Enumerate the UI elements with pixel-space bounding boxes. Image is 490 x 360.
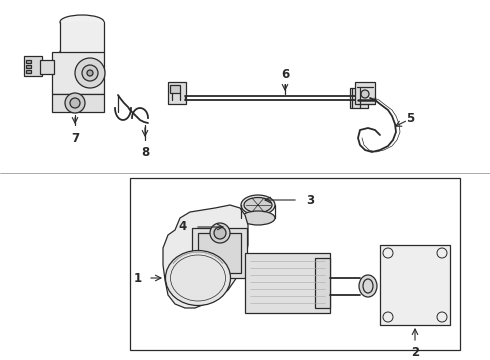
- Bar: [60, 22, 104, 52]
- Bar: [40, 60, 54, 74]
- Bar: [24, 56, 42, 76]
- Circle shape: [361, 90, 369, 98]
- Circle shape: [70, 98, 80, 108]
- Circle shape: [214, 227, 226, 239]
- Bar: [26, 65, 31, 68]
- Bar: [198, 233, 241, 273]
- Bar: [170, 85, 180, 93]
- Ellipse shape: [244, 198, 272, 212]
- Ellipse shape: [60, 45, 104, 59]
- Bar: [52, 52, 104, 94]
- Polygon shape: [163, 205, 248, 308]
- Text: 3: 3: [306, 194, 314, 207]
- Bar: [355, 82, 375, 104]
- Bar: [130, 178, 460, 350]
- Text: 4: 4: [179, 220, 187, 234]
- Circle shape: [82, 65, 98, 81]
- Circle shape: [65, 93, 85, 113]
- Text: 2: 2: [411, 346, 419, 360]
- Bar: [26, 70, 31, 73]
- Text: 1: 1: [134, 271, 142, 284]
- Text: 8: 8: [141, 147, 149, 159]
- Bar: [384, 279, 392, 293]
- Bar: [205, 220, 227, 234]
- Circle shape: [75, 58, 105, 88]
- Ellipse shape: [241, 211, 275, 225]
- Bar: [26, 60, 31, 63]
- Ellipse shape: [60, 15, 104, 29]
- Bar: [192, 228, 247, 278]
- Circle shape: [87, 70, 93, 76]
- Text: 6: 6: [281, 68, 289, 81]
- Circle shape: [210, 223, 230, 243]
- Ellipse shape: [359, 275, 377, 297]
- Bar: [350, 88, 368, 108]
- Bar: [52, 94, 104, 112]
- Bar: [380, 245, 450, 325]
- Bar: [168, 82, 186, 104]
- Text: 5: 5: [406, 112, 414, 125]
- Text: 7: 7: [71, 131, 79, 144]
- Ellipse shape: [166, 251, 230, 306]
- Bar: [315, 258, 330, 308]
- Bar: [245, 253, 330, 313]
- Bar: [382, 281, 394, 291]
- Ellipse shape: [241, 195, 275, 215]
